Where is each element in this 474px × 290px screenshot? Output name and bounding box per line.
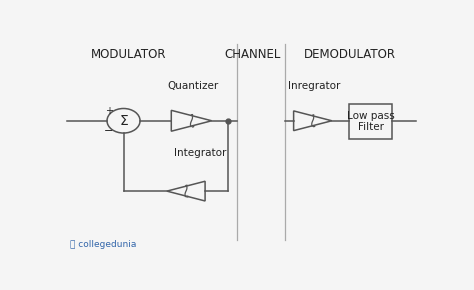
Text: CHANNEL: CHANNEL bbox=[224, 48, 280, 61]
Text: Inregrator: Inregrator bbox=[288, 81, 341, 91]
Text: Integrator: Integrator bbox=[174, 148, 227, 158]
Text: Low pass: Low pass bbox=[346, 111, 394, 121]
Text: −: − bbox=[104, 126, 114, 136]
Bar bbox=[349, 104, 392, 139]
Text: $\Sigma$: $\Sigma$ bbox=[118, 114, 128, 128]
Text: MODULATOR: MODULATOR bbox=[91, 48, 167, 61]
Text: Quantizer: Quantizer bbox=[168, 81, 219, 91]
Text: Filter: Filter bbox=[357, 122, 383, 132]
Text: +: + bbox=[105, 106, 113, 116]
Text: DEMODULATOR: DEMODULATOR bbox=[303, 48, 395, 61]
Text: 🌰 collegedunia: 🌰 collegedunia bbox=[70, 240, 137, 249]
